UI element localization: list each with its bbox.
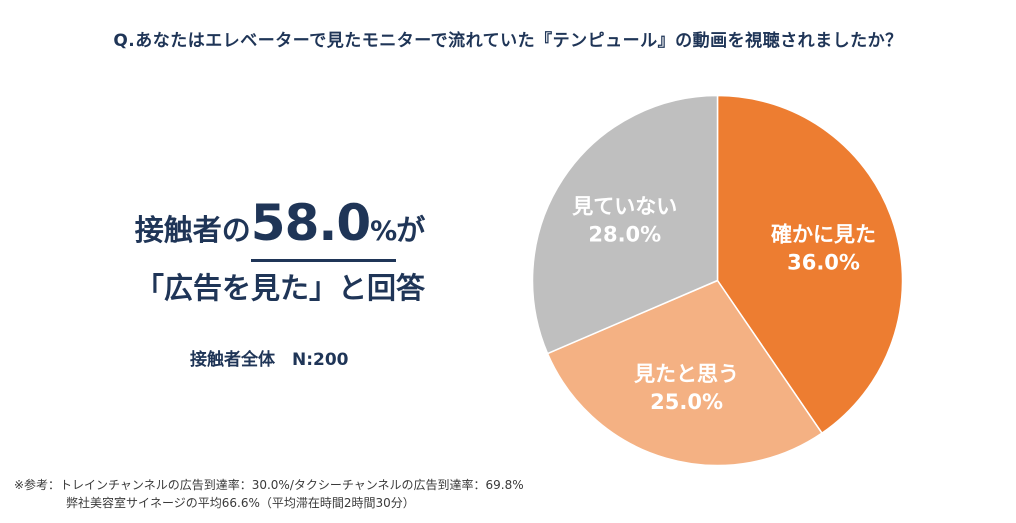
- sample-size: 接触者全体 N:200: [190, 350, 349, 370]
- headline-line1: 接触者の58.0%が: [95, 196, 465, 262]
- pie-slice-value: 28.0%: [588, 222, 661, 246]
- headline-prefix: 接触者の: [134, 213, 251, 247]
- headline-percent-value: 58.0: [250, 194, 371, 252]
- headline-line2: 「広告を見た」と回答: [134, 271, 425, 305]
- question-title: Q.あなたはエレベーターで見たモニターで流れていた『テンピュール』の動画を視聴さ…: [113, 31, 903, 51]
- footnote-line1: ※参考：トレインチャンネルの広告到達率：30.0%/タクシーチャンネルの広告到達…: [14, 478, 524, 492]
- footnote-line2: 弊社美容室サイネージの平均66.6%（平均滞在時間2時間30分）: [66, 496, 415, 510]
- pie-slice-label: 見たと思う: [634, 362, 739, 386]
- footnote: ※参考：トレインチャンネルの広告到達率：30.0%/タクシーチャンネルの広告到達…: [14, 476, 524, 512]
- pie-slice-1: [716, 94, 904, 435]
- headline-percent: 58.0%: [250, 194, 397, 262]
- pie-slice-value: 25.0%: [650, 390, 723, 414]
- headline: 接触者の58.0%が 「広告を見た」と回答: [95, 196, 465, 312]
- pie-slice-3: [531, 94, 719, 355]
- pie-slice-2: [546, 279, 824, 467]
- headline-percent-sign: %: [370, 216, 397, 247]
- headline-suffix: が: [396, 213, 426, 247]
- pie-chart: 確かに見た 36.0% 見たと思う 25.0% 見ていない 28.0%: [531, 94, 904, 467]
- pie-slice-label: 確かに見た: [771, 223, 876, 247]
- pie-slice-label: 見ていない: [572, 194, 677, 218]
- pie-slice-value: 36.0%: [787, 251, 860, 275]
